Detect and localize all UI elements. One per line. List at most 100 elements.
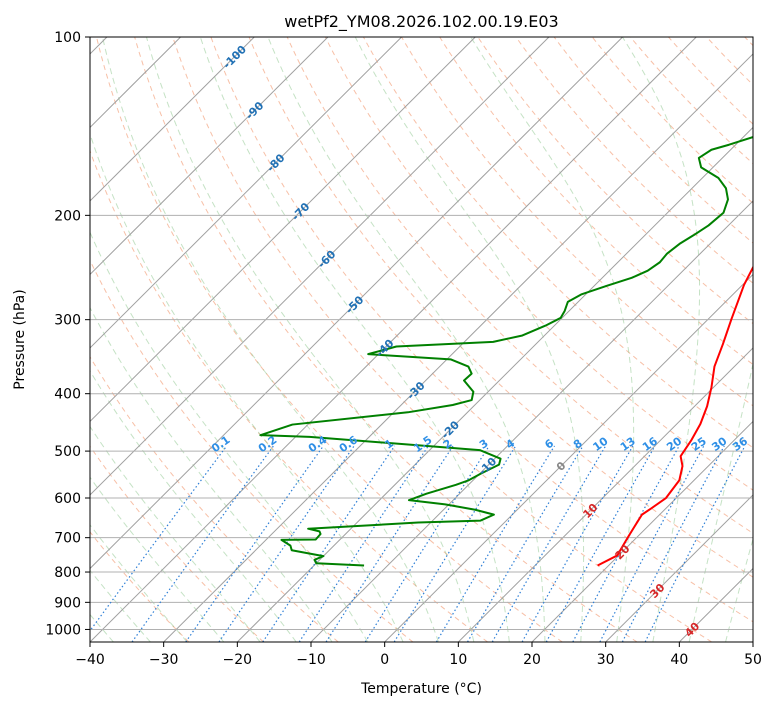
mixing-ratio-label: 1.5: [411, 433, 434, 455]
isotherm: [678, 567, 753, 642]
moist-adiabat: [622, 37, 701, 642]
x-axis-label: Temperature (°C): [360, 681, 482, 697]
y-tick-label: 1000: [45, 622, 81, 638]
y-tick-label: 400: [54, 387, 81, 403]
mixing-ratio-line: [218, 445, 355, 642]
y-tick-label: 900: [54, 595, 81, 611]
profile-lines: [259, 136, 753, 567]
isotherm: [310, 200, 753, 642]
mixing-ratio-line: [262, 445, 396, 642]
isotherm: [752, 641, 753, 642]
moist-adiabat: [90, 132, 404, 642]
mixing-ratio-line: [90, 445, 228, 632]
isotherm: [90, 37, 697, 642]
dry-adiabat: [553, 37, 753, 244]
dry-adiabat: [668, 37, 753, 125]
moist-adiabat: [725, 537, 753, 642]
mixing-ratio-line: [185, 445, 324, 642]
dry-adiabat: [324, 37, 753, 491]
moist-adiabat: [90, 476, 225, 642]
moist-adiabat: [688, 361, 753, 642]
isotherm: [90, 37, 476, 423]
isotherm: [457, 347, 753, 642]
x-tick-label: 10: [449, 652, 467, 668]
x-tick-label: 0: [380, 652, 389, 668]
y-tick-label: 200: [54, 208, 81, 224]
mixing-ratio-line: [131, 445, 274, 642]
moist-adiabat: [90, 569, 151, 642]
dry-adiabat: [134, 37, 638, 642]
dry-adiabat: [96, 37, 563, 642]
isotherm: [163, 53, 753, 642]
y-tick-label: 700: [54, 531, 81, 547]
mixing-ratio-line: [599, 445, 705, 642]
mixing-ratio-label: 4: [504, 437, 518, 452]
mixing-ratio-line: [393, 445, 517, 642]
dry-adiabat: [210, 37, 753, 623]
isotherm: [236, 126, 753, 642]
x-tick-label: 40: [670, 652, 688, 668]
mixing-ratio-line: [545, 445, 656, 642]
isotherm: [531, 420, 753, 642]
moist-adiabat: [145, 37, 475, 642]
dry-adiabat: [248, 37, 753, 578]
dry-adiabat: [401, 37, 753, 407]
x-tick-label: −30: [149, 652, 179, 668]
y-tick-label: 300: [54, 313, 81, 329]
moist-adiabat: [90, 231, 369, 642]
mixing-ratio-line: [644, 445, 746, 642]
x-tick-label: 30: [597, 652, 615, 668]
moist-adiabat: [354, 37, 585, 642]
dry-adiabat: [90, 355, 339, 642]
moist-adiabat: [90, 306, 333, 642]
temperature-profile-line: [597, 265, 753, 567]
x-tick-label: 50: [744, 652, 762, 668]
dry-adiabat: [90, 445, 264, 642]
plot-frame: [89, 36, 754, 643]
isotherm: [605, 494, 753, 642]
moist-adiabat: [90, 369, 297, 642]
moist-adiabat: [199, 37, 510, 642]
moist-adiabat: [267, 37, 546, 642]
x-tick-label: −10: [296, 652, 326, 668]
dry-adiabat: [90, 531, 190, 642]
isotherm: [90, 37, 623, 570]
dry-adiabat: [439, 37, 753, 366]
dry-adiabat: [706, 37, 753, 86]
y-tick-label: 100: [54, 30, 81, 46]
mixing-ratio-line: [621, 445, 725, 642]
moist-adiabat: [470, 37, 635, 642]
mixing-ratio-line: [466, 445, 584, 642]
isotherm: [90, 37, 550, 496]
y-tick-label: 800: [54, 565, 81, 581]
mixing-ratio-label: 6: [542, 437, 556, 452]
mixing-ratio-label: 0.6: [337, 433, 361, 455]
mixing-ratio-line: [435, 445, 556, 642]
x-tick-label: −40: [75, 652, 105, 668]
dry-adiabat: [90, 259, 414, 642]
mixing-ratio-label: 0.1: [209, 433, 232, 455]
mixing-ratio-line: [325, 445, 454, 642]
y-tick-label: 500: [54, 444, 81, 460]
y-axis-label: Pressure (hPa): [12, 289, 28, 389]
dry-adiabat: [90, 149, 488, 642]
isotherm: [90, 37, 255, 202]
mixing-ratio-line: [521, 445, 634, 642]
moist-adiabat: [90, 425, 261, 642]
mixing-ratio-line: [298, 445, 429, 642]
isotherm: [384, 273, 753, 642]
x-tick-label: 20: [523, 652, 541, 668]
x-tick-label: −20: [223, 652, 253, 668]
chart-title: wetPf2_YM08.2026.102.00.19.E03: [284, 12, 558, 32]
axes: −40 −30 −20 −10 0 10 20 30 40 50 1000 900 800 700 600 5…: [45, 30, 762, 668]
mixing-ratio-line: [364, 445, 490, 642]
moist-adiabat: [90, 524, 188, 642]
isotherm: [90, 37, 329, 276]
y-tick-label: 600: [54, 491, 81, 507]
isotherm: [90, 37, 402, 349]
moist-adiabat: [762, 37, 775, 642]
dry-adiabat: [515, 37, 753, 284]
dewpoint-profile-line: [259, 136, 753, 567]
